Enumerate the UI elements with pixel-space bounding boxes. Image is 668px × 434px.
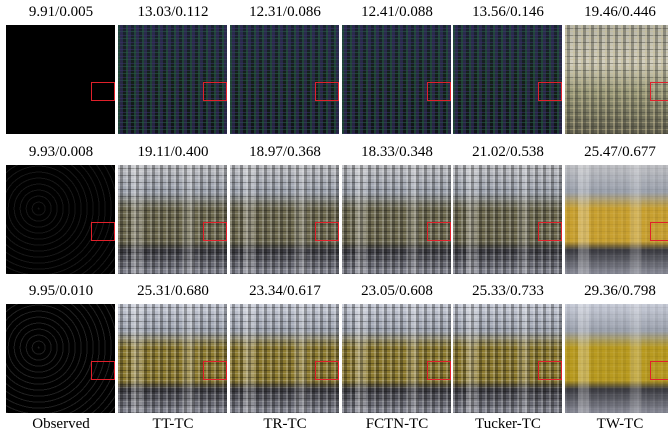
result-image — [342, 165, 451, 274]
zoom-box — [91, 222, 115, 242]
psnr-ssim-label: 9.95/0.010 — [5, 282, 117, 300]
psnr-ssim-label: 13.56/0.146 — [452, 3, 564, 21]
zoom-box — [315, 361, 339, 381]
result-image — [453, 25, 562, 134]
result-image — [565, 165, 668, 274]
result-image — [6, 165, 115, 274]
psnr-ssim-label: 9.93/0.008 — [5, 143, 117, 161]
result-image — [118, 165, 227, 274]
zoom-box — [91, 82, 115, 102]
zoom-box — [203, 222, 227, 242]
zoom-box — [203, 361, 227, 381]
result-image — [342, 304, 451, 413]
result-image — [453, 304, 562, 413]
zoom-box — [427, 361, 451, 381]
psnr-ssim-label: 12.41/0.088 — [341, 3, 453, 21]
zoom-box — [650, 82, 668, 102]
psnr-ssim-label: 21.02/0.538 — [452, 143, 564, 161]
psnr-ssim-label: 25.33/0.733 — [452, 282, 564, 300]
result-image — [230, 304, 339, 413]
zoom-box — [427, 222, 451, 242]
result-image — [342, 25, 451, 134]
zoom-box — [650, 222, 668, 242]
zoom-box — [203, 82, 227, 102]
psnr-ssim-label: 23.34/0.617 — [229, 282, 341, 300]
method-caption: TW-TC — [564, 415, 668, 433]
psnr-ssim-label: 9.91/0.005 — [5, 3, 117, 21]
psnr-ssim-label: 29.36/0.798 — [564, 282, 668, 300]
result-image — [565, 25, 668, 134]
psnr-ssim-label: 18.33/0.348 — [341, 143, 453, 161]
psnr-ssim-label: 23.05/0.608 — [341, 282, 453, 300]
method-caption: TR-TC — [229, 415, 341, 433]
psnr-ssim-label: 25.31/0.680 — [117, 282, 229, 300]
psnr-ssim-label: 13.03/0.112 — [117, 3, 229, 21]
psnr-ssim-label: 12.31/0.086 — [229, 3, 341, 21]
result-image — [453, 165, 562, 274]
zoom-box — [315, 222, 339, 242]
result-image — [6, 304, 115, 413]
method-caption: Tucker-TC — [452, 415, 564, 433]
method-caption: TT-TC — [117, 415, 229, 433]
result-image — [230, 25, 339, 134]
result-image — [118, 25, 227, 134]
method-caption: Observed — [5, 415, 117, 433]
psnr-ssim-label: 19.46/0.446 — [564, 3, 668, 21]
result-image — [230, 165, 339, 274]
zoom-box — [650, 361, 668, 381]
method-caption: FCTN-TC — [341, 415, 453, 433]
result-image — [6, 25, 115, 134]
result-image — [118, 304, 227, 413]
zoom-box — [91, 361, 115, 381]
zoom-box — [315, 82, 339, 102]
figure: 9.91/0.00513.03/0.11212.31/0.08612.41/0.… — [0, 0, 668, 434]
psnr-ssim-label: 25.47/0.677 — [564, 143, 668, 161]
zoom-box — [538, 361, 562, 381]
psnr-ssim-label: 18.97/0.368 — [229, 143, 341, 161]
zoom-box — [427, 82, 451, 102]
zoom-box — [538, 82, 562, 102]
result-image — [565, 304, 668, 413]
zoom-box — [538, 222, 562, 242]
psnr-ssim-label: 19.11/0.400 — [117, 143, 229, 161]
